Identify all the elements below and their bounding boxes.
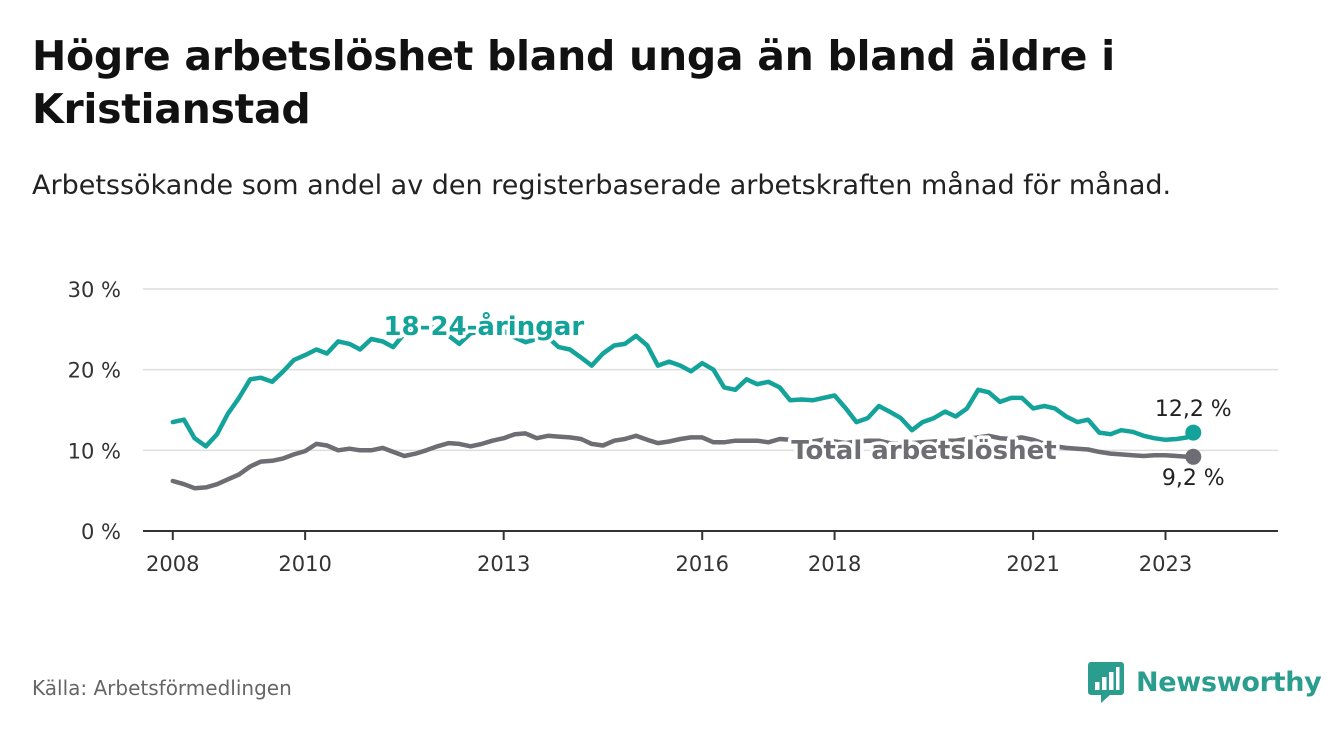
x-tick-label: 2023 [1139,552,1192,576]
x-axis: 2008 2010 2013 2016 2018 2021 2023 [143,530,1278,576]
svg-text:Total arbetslöshet: Total arbetslöshet [791,436,1056,466]
svg-text:12,2 %: 12,2 % [1155,397,1232,422]
source-note: Källa: Arbetsförmedlingen [32,676,292,700]
chart-title: Högre arbetslöshet bland unga än bland ä… [32,32,1115,133]
y-tick-label: 0 % [81,520,121,544]
end-point-youth [1185,424,1202,441]
y-tick-label: 20 % [68,359,121,383]
y-tick-label: 30 % [68,278,121,302]
y-tick-label: 10 % [68,439,121,463]
svg-text:9,2 %: 9,2 % [1162,466,1225,491]
x-tick-label: 2021 [1006,552,1059,576]
x-tick-label: 2013 [477,552,530,576]
end-point-total [1185,448,1202,465]
svg-text:9,2 %: 9,2 % [1162,466,1225,491]
svg-text:18-24-åringar: 18-24-åringar [383,310,584,342]
svg-text:18-24-åringar: 18-24-åringar [383,310,584,342]
x-tick-label: 2008 [146,552,199,576]
newsworthy-chart-icon [1088,662,1124,703]
series-line-youth [170,323,1196,449]
brand-name: Newsworthy [1136,666,1322,698]
svg-text:12,2 %: 12,2 % [1155,397,1232,422]
svg-text:Total arbetslöshet: Total arbetslöshet [791,436,1056,466]
end-value-youth: 12,2 %12,2 % [1151,394,1235,426]
newsworthy-logo: Newsworthy [1088,660,1322,704]
x-tick-label: 2010 [278,552,331,576]
series-lines [170,323,1202,491]
y-axis-tick-labels: 0 % 10 % 20 % 30 % [68,278,121,544]
series-line-total [170,431,1196,491]
x-tick-label: 2016 [676,552,729,576]
chart-subtitle: Arbetssökande som andel av den registerb… [32,170,1172,201]
x-tick-label: 2018 [808,552,861,576]
end-value-total: 9,2 %9,2 % [1158,463,1228,495]
